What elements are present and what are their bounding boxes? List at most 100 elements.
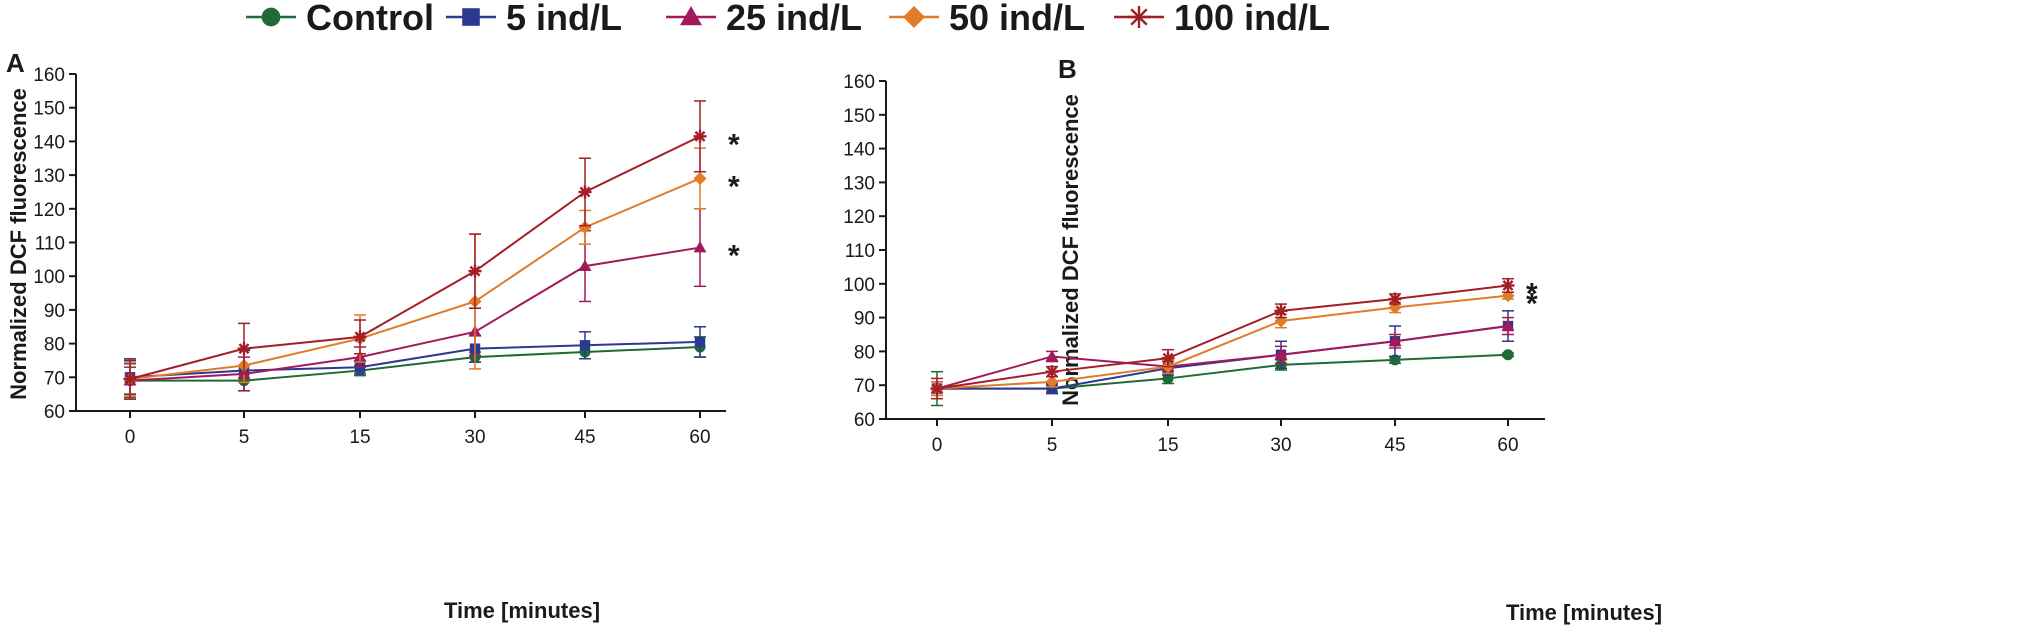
data-point (1274, 348, 1288, 360)
legend-item-25-ind-l: 25 ind/L (666, 0, 862, 38)
panel-b-x-tick-label: 60 (1497, 435, 1518, 456)
panel-b-y-axis-title: Normalized DCF fluorescence (1058, 94, 1083, 406)
data-point (693, 129, 707, 143)
panel-b-series-5-ind-l (931, 310, 1514, 397)
panel-a-label: A (6, 48, 25, 78)
data-point (1502, 349, 1514, 361)
panel-b-label: B (1058, 54, 1077, 84)
significance-asterisk: * (728, 240, 740, 273)
panel-a-y-tick-label: 60 (44, 402, 65, 423)
legend-label: 50 ind/L (949, 0, 1085, 38)
data-point (578, 259, 592, 271)
panel-a-y-tick-label: 80 (44, 335, 65, 356)
panel-b-y-tick-label: 70 (854, 376, 875, 397)
panel-b-x-tick-label: 5 (1047, 435, 1058, 456)
panel-b-x-tick-label: 45 (1384, 435, 1405, 456)
panel-a-x-axis-title: Time [minutes] (444, 598, 600, 623)
legend-item-5-ind-l: 5 ind/L (446, 0, 622, 38)
panel-b-y-tick-label: 80 (854, 342, 875, 363)
panel-b-y-tick-label: 160 (843, 72, 875, 93)
panel-b-y-tick-label: 150 (843, 106, 875, 127)
data-point (693, 241, 707, 253)
legend-label: 25 ind/L (726, 0, 862, 38)
data-point (578, 185, 592, 199)
significance-asterisk: * (1526, 288, 1538, 321)
legend-label: 100 ind/L (1174, 0, 1330, 38)
data-point (694, 336, 706, 348)
data-point (123, 372, 137, 386)
panel-a-y-tick-label: 90 (44, 301, 65, 322)
panel-b-y-tick-label: 120 (843, 207, 875, 228)
data-point (237, 342, 251, 356)
data-point (1045, 375, 1059, 389)
panel-a: A Time [minutes] Normalized DCF fluoresc… (6, 48, 740, 623)
panel-a-y-tick-label: 130 (33, 166, 65, 187)
panel-b-x-axis-title: Time [minutes] (1506, 600, 1662, 625)
panel-a-y-tick-label: 120 (33, 200, 65, 221)
significance-asterisk: * (1526, 277, 1538, 310)
data-point (1388, 292, 1402, 306)
series-line (936, 325, 1509, 390)
panel-a-x-tick-label: 60 (689, 427, 710, 448)
data-point (1045, 365, 1059, 379)
panel-b-x-tick-label: 30 (1270, 435, 1291, 456)
panel-a-series-100-ind-l (123, 100, 707, 400)
panel-a-y-tick-label: 160 (33, 65, 65, 86)
panel-b-y-tick-label: 140 (843, 140, 875, 161)
panel-a-x-tick-label: 15 (349, 427, 370, 448)
data-point (1161, 351, 1175, 365)
panel-b-x-tick-label: 15 (1157, 435, 1178, 456)
data-point (468, 264, 482, 278)
panel-b-series-50-ind-l (930, 289, 1515, 397)
panel-b: B Time [minutes] Normalized DCF fluoresc… (843, 54, 1662, 625)
panel-a-y-tick-label: 100 (33, 267, 65, 288)
legend-label: 5 ind/L (506, 0, 622, 38)
data-point (1501, 278, 1515, 292)
panel-b-y-tick-label: 130 (843, 173, 875, 194)
legend-asterisk-marker (1128, 6, 1150, 28)
data-point (1045, 349, 1059, 362)
panel-b-y-tick-label: 110 (845, 241, 875, 262)
legend-square-marker (462, 8, 480, 26)
panel-b-y-tick-label: 90 (854, 309, 875, 330)
panel-a-x-tick-label: 5 (239, 427, 250, 448)
legend-triangle-marker (680, 6, 702, 26)
legend-label: Control (306, 0, 434, 38)
panel-b-y-tick-label: 60 (854, 410, 875, 431)
panel-a-series-5-ind-l (124, 326, 706, 395)
series-line (129, 340, 701, 379)
panel-a-x-tick-label: 30 (464, 427, 485, 448)
legend-circle-marker (261, 7, 281, 27)
panel-b-series-100-ind-l (930, 277, 1515, 400)
data-point (1388, 334, 1402, 347)
legend-item-100-ind-l: 100 ind/L (1114, 0, 1330, 38)
data-point (693, 171, 707, 185)
panel-b-x-tick-label: 0 (932, 435, 943, 456)
data-point (579, 340, 591, 351)
data-point (1501, 319, 1515, 331)
significance-asterisk: * (728, 128, 740, 161)
data-point (930, 382, 944, 396)
panel-a-x-tick-label: 45 (574, 427, 595, 448)
legend-item-control: Control (246, 0, 434, 38)
significance-asterisk: * (728, 170, 740, 203)
series-line (130, 345, 701, 382)
panel-a-x-tick-label: 0 (125, 427, 136, 448)
panel-a-y-tick-label: 140 (33, 132, 65, 153)
data-point (578, 220, 592, 234)
panel-a-y-tick-label: 150 (33, 99, 65, 120)
series-line (936, 294, 1509, 390)
legend-item-50-ind-l: 50 ind/L (889, 0, 1085, 38)
data-point (1046, 383, 1058, 394)
legend: Control 5 ind/L 25 ind/L 50 ind/L 100 ind/L (246, 0, 1330, 38)
panel-b-y-tick-label: 100 (843, 275, 875, 296)
panel-a-y-tick-label: 70 (44, 368, 65, 389)
series-line (129, 135, 701, 380)
panel-a-y-axis-title: Normalized DCF fluorescence (6, 88, 31, 400)
series-line (129, 177, 701, 380)
series-line (936, 284, 1509, 390)
data-point (1274, 304, 1288, 318)
series-line (129, 246, 701, 382)
data-point (353, 330, 367, 344)
